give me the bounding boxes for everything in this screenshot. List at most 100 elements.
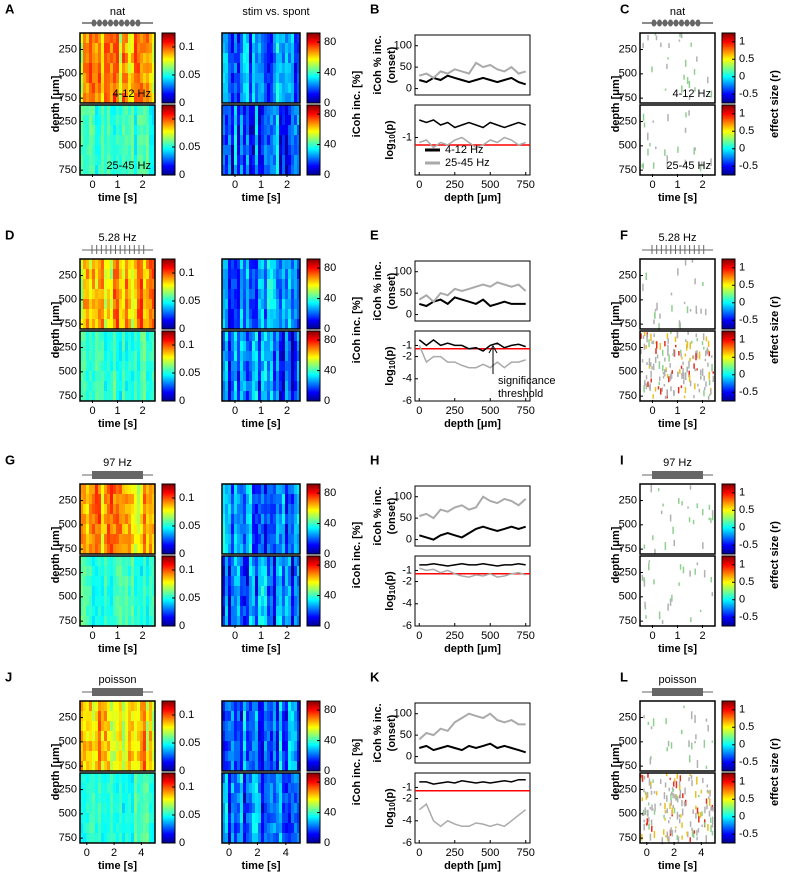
heatmap-cell (246, 391, 249, 401)
heatmap-cell (122, 504, 125, 514)
heatmap-cell (279, 341, 282, 351)
heatmap-cell (667, 114, 669, 121)
heatmap-cell (104, 83, 107, 93)
heatmap-cell (89, 63, 92, 73)
heatmap-cell (231, 361, 234, 371)
heatmap-cell (128, 145, 131, 155)
heatmap-cell (648, 722, 650, 725)
heatmap-cell (225, 341, 228, 351)
heatmap-cell (294, 484, 297, 494)
heatmap-cell (116, 73, 119, 83)
y-tick-label: 50 (400, 287, 412, 299)
heatmap-cell (89, 331, 92, 341)
heatmap-cell (98, 259, 101, 269)
heatmap-cell (282, 721, 285, 731)
heatmap-cell (98, 93, 101, 103)
heatmap-cell (225, 741, 228, 751)
heatmap-cell (146, 823, 149, 833)
heatmap-cell (128, 63, 131, 73)
heatmap-cell (101, 361, 104, 371)
heatmap-cell (140, 145, 143, 155)
heatmap-cell (119, 391, 122, 401)
heatmap-cell (234, 279, 237, 289)
y-axis-label: depth [μm] (50, 301, 62, 358)
colorbar (162, 556, 175, 626)
heatmap-cell (285, 494, 288, 504)
heatmap-cell (95, 259, 98, 269)
heatmap-cell (702, 282, 704, 286)
heatmap-cell (225, 279, 228, 289)
heatmap-cell (107, 556, 110, 566)
heatmap-cell (255, 783, 258, 793)
heatmap-cell (285, 556, 288, 566)
heatmap-cell (273, 813, 276, 823)
heatmap-cell (95, 391, 98, 401)
heatmap-cell (694, 715, 696, 723)
heatmap-cell (140, 731, 143, 741)
heatmap-cell (98, 115, 101, 125)
heatmap-cell (83, 53, 86, 63)
heatmap-cell (279, 813, 282, 823)
heatmap-cell (83, 125, 86, 135)
heatmap-cell (128, 606, 131, 616)
heatmap-cell (682, 793, 684, 798)
heatmap-cell (122, 751, 125, 761)
colorbar-tick-label: 0.1 (179, 267, 194, 279)
heatmap-cell (261, 504, 264, 514)
heatmap-cell (116, 125, 119, 135)
heatmap-cell (146, 793, 149, 803)
heatmap-cell (246, 731, 249, 741)
heatmap-cell (294, 606, 297, 616)
y-tick-label: -2 (402, 792, 412, 804)
heatmap-cell (116, 793, 119, 803)
heatmap-cell (128, 616, 131, 626)
heatmap-cell (231, 135, 234, 145)
heatmap-cell (86, 105, 89, 115)
heatmap-cell (231, 606, 234, 616)
heatmap-cell (119, 524, 122, 534)
heatmap-cell (246, 833, 249, 843)
heatmap-cell (104, 701, 107, 711)
heatmap-cell (240, 309, 243, 319)
heatmap-cell (643, 385, 645, 393)
heatmap-cell (664, 149, 666, 156)
heatmap-cell (125, 391, 128, 401)
colorbar (722, 556, 735, 626)
heatmap-cell (285, 721, 288, 731)
heatmap-cell (131, 73, 134, 83)
heatmap-cell (231, 125, 234, 135)
heatmap-cell (113, 115, 116, 125)
x-tick-label: 2 (284, 630, 290, 642)
heatmap-cell (279, 145, 282, 155)
heatmap-cell (137, 823, 140, 833)
heatmap-cell (98, 534, 101, 544)
heatmap-cell (237, 259, 240, 269)
heatmap-cell (261, 351, 264, 361)
heatmap-cell (228, 145, 231, 155)
heatmap-cell (104, 484, 107, 494)
heatmap-cell (294, 145, 297, 155)
heatmap-cell (252, 391, 255, 401)
heatmap-cell (110, 289, 113, 299)
heatmap-cell (110, 701, 113, 711)
heatmap-cell (98, 731, 101, 741)
heatmap-cell (146, 299, 149, 309)
heatmap-cell (264, 341, 267, 351)
colorbar-tick-label: 0.1 (179, 41, 194, 53)
heatmap-cell (228, 586, 231, 596)
legend-label: 25-45 Hz (445, 157, 490, 169)
y-axis-label: depth [μm] (610, 301, 622, 358)
heatmap-cell (231, 524, 234, 534)
heatmap-cell (146, 616, 149, 626)
heatmap-cell (128, 741, 131, 751)
x-tick-label: 500 (481, 630, 499, 642)
heatmap-cell (146, 279, 149, 289)
heatmap-cell (110, 115, 113, 125)
heatmap-cell (134, 556, 137, 566)
heatmap-cell (288, 761, 291, 771)
heatmap-cell (125, 125, 128, 135)
heatmap-cell (122, 33, 125, 43)
y-tick-label: 250 (59, 494, 77, 506)
heatmap-cell (267, 616, 270, 626)
heatmap-cell (678, 836, 680, 843)
